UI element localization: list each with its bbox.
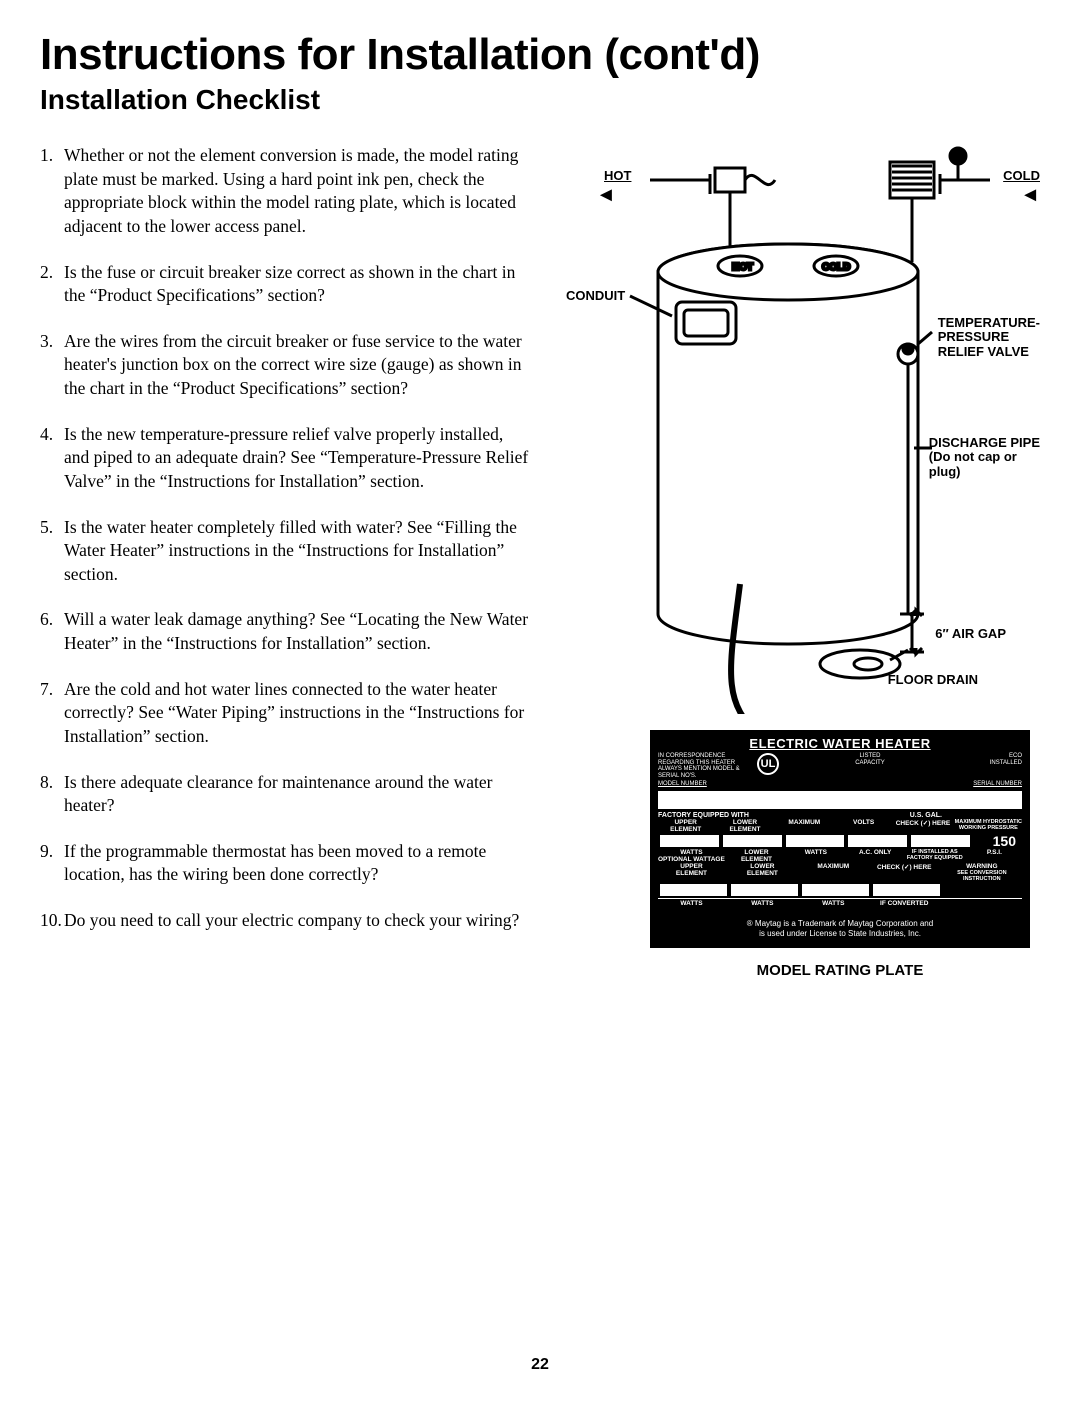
cold-arrow-icon: ◄	[1020, 184, 1040, 207]
plate-model-number: MODEL NUMBER	[658, 781, 748, 788]
plate-max-pressure: MAXIMUM HYDROSTATIC WORKING PRESSURE	[955, 819, 1022, 833]
tpr-label: TEMPERATURE- PRESSURE RELIEF VALVE	[938, 316, 1040, 359]
plate-check-here: CHECK (✓) HERE	[895, 819, 950, 833]
plate-listed: LISTED	[859, 753, 880, 759]
plate-capacity: CAPACITY	[855, 760, 885, 766]
diagram-column: HOT COLD	[560, 144, 1040, 979]
plate-blank-box	[660, 835, 719, 847]
plate-if-installed: IF INSTALLED AS FACTORY EQUIPPED	[907, 849, 963, 863]
plate-conversion: SEE CONVERSION INSTRUCTION	[942, 870, 1022, 882]
checklist: Whether or not the element conversion is…	[40, 144, 530, 933]
plate-blank-box	[786, 835, 845, 847]
ul-mark-icon: UL	[757, 753, 779, 775]
plate-lower-element3: LOWER ELEMENT	[729, 863, 796, 882]
plate-watts-3: WATTS	[800, 900, 867, 907]
plate-blank-box	[848, 835, 907, 847]
list-item: Whether or not the element conversion is…	[40, 144, 530, 239]
hot-arrow-icon: ◄	[596, 184, 616, 207]
list-item: Is the water heater completely filled wi…	[40, 516, 530, 587]
plate-check-here2: CHECK (✓) HERE	[871, 863, 938, 882]
plate-serial: SERIAL NUMBER	[973, 781, 1022, 788]
discharge-label: DISCHARGE PIPE (Do not cap or plug)	[929, 436, 1040, 479]
plate-correspondence: IN CORRESPONDENCE REGARDING THIS HEATER …	[658, 753, 748, 779]
cold-label: COLD	[1003, 168, 1040, 183]
page-title: Instructions for Installation (cont'd)	[40, 30, 1040, 80]
plate-upper-element2: UPPER ELEMENT	[658, 863, 725, 882]
plate-blank-box	[731, 884, 798, 896]
water-heater-diagram: HOT COLD	[560, 144, 1040, 714]
list-item: Are the wires from the circuit breaker o…	[40, 330, 530, 401]
plate-factory-equipped: FACTORY EQUIPPED WITH	[658, 812, 749, 819]
checklist-column: Whether or not the element conversion is…	[40, 144, 530, 979]
conduit-label: CONDUIT	[566, 288, 625, 303]
plate-caption: MODEL RATING PLATE	[650, 962, 1030, 979]
plate-trademark: ® Maytag is a Trademark of Maytag Corpor…	[658, 919, 1022, 938]
plate-maximum2: MAXIMUM	[800, 863, 867, 882]
list-item: Do you need to call your electric compan…	[40, 909, 530, 933]
list-item: Is the fuse or circuit breaker size corr…	[40, 261, 530, 308]
hot-label: HOT	[604, 168, 631, 183]
list-item: Will a water leak damage anything? See “…	[40, 608, 530, 655]
airgap-label: 6″ AIR GAP	[935, 626, 1006, 641]
plate-psi: P.S.I.	[967, 849, 1022, 863]
page-number: 22	[531, 1356, 549, 1374]
plate-maximum: MAXIMUM	[777, 819, 832, 833]
plate-eco: ECO INSTALLED	[952, 753, 1022, 766]
plate-watts-1: WATTS	[658, 900, 725, 907]
plate-title: ELECTRIC WATER HEATER	[658, 736, 1022, 751]
list-item: Are the cold and hot water lines connect…	[40, 678, 530, 749]
plate-if-converted: IF CONVERTED	[871, 900, 938, 907]
plate-blank-box	[873, 884, 940, 896]
plate-blank-box	[723, 835, 782, 847]
plate-lower-element: LOWER ELEMENT	[717, 819, 772, 833]
plate-lower-element2: LOWER ELEMENT	[729, 849, 784, 863]
plate-warning: WARNING	[942, 863, 1022, 870]
plate-watts-2: WATTS	[729, 900, 796, 907]
plate-ac-only: A.C. ONLY	[848, 849, 903, 863]
plate-blank-box	[658, 791, 1022, 809]
plate-blank-box	[802, 884, 869, 896]
content-row: Whether or not the element conversion is…	[40, 144, 1040, 979]
inner-hot-label: HOT	[732, 262, 753, 273]
plate-upper-element: UPPER ELEMENT	[658, 819, 713, 833]
plate-blank-box	[911, 835, 970, 847]
floordrain-label: FLOOR DRAIN	[888, 672, 978, 687]
list-item: Is there adequate clearance for maintena…	[40, 771, 530, 818]
plate-volts: VOLTS	[836, 819, 891, 833]
section-subtitle: Installation Checklist	[40, 84, 1040, 116]
list-item: If the programmable thermostat has been …	[40, 840, 530, 887]
plate-blank-box	[660, 884, 727, 896]
plate-watts-head: WATTS	[788, 849, 843, 863]
inner-cold-label: COLD	[822, 262, 850, 273]
plate-optional-wattage: WATTS OPTIONAL WATTAGE	[658, 849, 725, 863]
list-item: Is the new temperature-pressure relief v…	[40, 423, 530, 494]
rating-plate: ELECTRIC WATER HEATER IN CORRESPONDENCE …	[650, 730, 1030, 948]
plate-150: 150	[972, 833, 1022, 849]
plate-us-gal: U.S. GAL.	[910, 812, 942, 819]
